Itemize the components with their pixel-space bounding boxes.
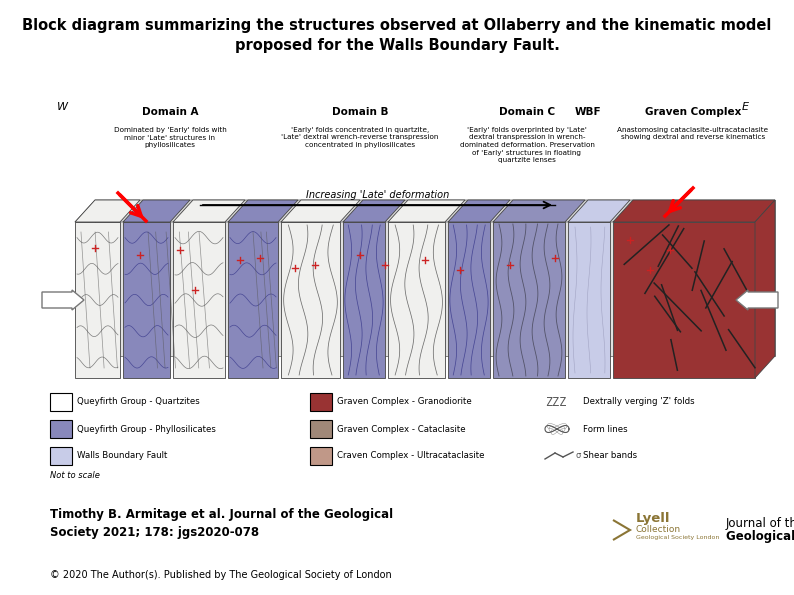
Text: E: E xyxy=(742,102,749,112)
Polygon shape xyxy=(281,200,360,222)
Text: σ: σ xyxy=(575,452,580,461)
Polygon shape xyxy=(568,200,630,222)
Text: Timothy B. Armitage et al. Journal of the Geological
Society 2021; 178: jgs2020-: Timothy B. Armitage et al. Journal of th… xyxy=(50,508,393,539)
Polygon shape xyxy=(75,200,775,222)
Polygon shape xyxy=(343,200,405,222)
Text: Domain C: Domain C xyxy=(499,107,555,117)
Polygon shape xyxy=(95,200,775,356)
Text: Queyfirth Group - Phyllosilicates: Queyfirth Group - Phyllosilicates xyxy=(77,424,216,434)
Polygon shape xyxy=(228,200,298,222)
Text: Not to scale: Not to scale xyxy=(50,471,100,480)
Text: W: W xyxy=(56,102,67,112)
Text: Domain B: Domain B xyxy=(332,107,388,117)
Text: Form lines: Form lines xyxy=(583,424,627,434)
Polygon shape xyxy=(75,222,120,378)
Text: Geological Society: Geological Society xyxy=(726,530,794,543)
Polygon shape xyxy=(568,222,610,378)
Polygon shape xyxy=(281,222,340,378)
Text: Geological Society London: Geological Society London xyxy=(636,535,719,540)
Text: 'Early' folds concentrated in quartzite,
'Late' dextral wrench-reverse transpres: 'Early' folds concentrated in quartzite,… xyxy=(281,127,439,148)
Text: Journal of the: Journal of the xyxy=(726,517,794,530)
Text: Domain A: Domain A xyxy=(142,107,198,117)
Text: Walls Boundary Fault: Walls Boundary Fault xyxy=(77,452,168,461)
Polygon shape xyxy=(613,200,775,222)
Bar xyxy=(50,393,72,411)
Text: Queyfirth Group - Quartzites: Queyfirth Group - Quartzites xyxy=(77,397,200,406)
Polygon shape xyxy=(123,222,170,378)
Bar xyxy=(50,447,72,465)
Text: Shear bands: Shear bands xyxy=(583,452,637,461)
Text: Lyell: Lyell xyxy=(636,512,670,525)
Text: Dominated by 'Early' folds with
minor 'Late' structures in
phyllosilicates: Dominated by 'Early' folds with minor 'L… xyxy=(114,127,226,148)
FancyArrow shape xyxy=(42,290,84,310)
Text: WBF: WBF xyxy=(575,107,601,117)
Polygon shape xyxy=(343,222,385,378)
Text: © 2020 The Author(s). Published by The Geological Society of London: © 2020 The Author(s). Published by The G… xyxy=(50,570,391,580)
Polygon shape xyxy=(173,200,245,222)
Text: Craven Complex - Ultracataclasite: Craven Complex - Ultracataclasite xyxy=(337,452,484,461)
Polygon shape xyxy=(228,222,278,378)
Text: Increasing 'Late' deformation: Increasing 'Late' deformation xyxy=(306,190,449,200)
Bar xyxy=(310,393,332,411)
Polygon shape xyxy=(613,222,755,378)
Bar xyxy=(50,420,72,438)
Text: Anastomosing cataclasite-ultracataclasite
showing dextral and reverse kinematics: Anastomosing cataclasite-ultracataclasit… xyxy=(618,127,769,140)
Polygon shape xyxy=(388,222,445,378)
Text: Dextrally verging 'Z' folds: Dextrally verging 'Z' folds xyxy=(583,397,695,406)
Polygon shape xyxy=(75,200,140,222)
Polygon shape xyxy=(755,200,775,378)
Text: Graven Complex - Granodiorite: Graven Complex - Granodiorite xyxy=(337,397,472,406)
Polygon shape xyxy=(388,200,465,222)
Text: ZZZ: ZZZ xyxy=(545,396,566,409)
Polygon shape xyxy=(493,200,585,222)
FancyArrow shape xyxy=(736,290,778,310)
Polygon shape xyxy=(173,222,225,378)
Text: Collection: Collection xyxy=(636,525,681,534)
Text: Block diagram summarizing the structures observed at Ollaberry and the kinematic: Block diagram summarizing the structures… xyxy=(22,18,772,53)
Polygon shape xyxy=(123,200,190,222)
Polygon shape xyxy=(493,222,565,378)
Text: Graven Complex: Graven Complex xyxy=(645,107,741,117)
Bar xyxy=(310,447,332,465)
Polygon shape xyxy=(448,222,490,378)
Text: 'Early' folds overprinted by 'Late'
dextral transpression in wrench-
dominated d: 'Early' folds overprinted by 'Late' dext… xyxy=(460,127,595,163)
Text: Graven Complex - Cataclasite: Graven Complex - Cataclasite xyxy=(337,424,465,434)
Bar xyxy=(310,420,332,438)
Polygon shape xyxy=(448,200,510,222)
